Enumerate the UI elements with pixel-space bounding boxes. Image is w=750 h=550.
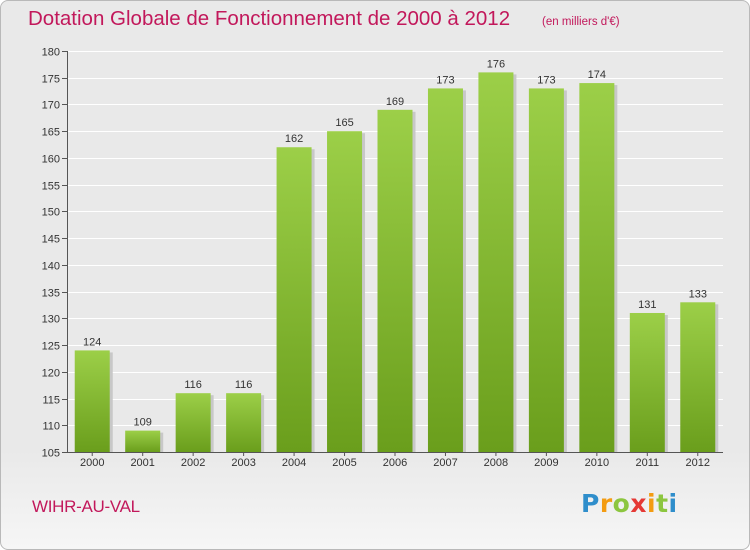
data-label: 131 [638, 299, 656, 311]
x-tick-label: 2005 [332, 457, 356, 469]
x-tick-label: 2002 [181, 457, 205, 469]
x-tick-label: 2004 [282, 457, 306, 469]
x-tick-label: 2008 [484, 457, 508, 469]
bar-2004 [276, 147, 312, 453]
data-label: 162 [285, 133, 303, 145]
y-tick-label: 110 [42, 421, 60, 433]
data-label: 116 [184, 379, 202, 391]
y-tick-label: 130 [42, 314, 60, 326]
y-tick-label: 140 [42, 261, 60, 273]
logo-letter: x [630, 489, 647, 518]
y-tick-label: 125 [42, 341, 60, 353]
logo-letter: i [647, 489, 657, 518]
y-tick-label: 165 [42, 127, 60, 139]
x-tick-label: 2001 [130, 457, 154, 469]
data-label: 165 [335, 117, 353, 129]
y-tick-label: 135 [42, 288, 60, 300]
logo-letter: r [599, 489, 613, 518]
data-label: 124 [83, 336, 101, 348]
bar-2011 [629, 312, 665, 452]
y-tick-label: 160 [42, 154, 60, 166]
x-tick-label: 2003 [231, 457, 255, 469]
y-tick-label: 115 [42, 395, 60, 407]
data-label: 173 [436, 74, 454, 86]
x-tick-label: 2010 [585, 457, 609, 469]
bar-2001 [125, 430, 161, 452]
bar-2007 [427, 88, 463, 452]
y-tick-label: 175 [42, 74, 60, 86]
x-tick-label: 2000 [80, 457, 104, 469]
bar-2003 [226, 393, 262, 452]
bar-2002 [175, 393, 211, 452]
logo-letter: o [612, 489, 631, 518]
logo-letter: P [581, 489, 600, 518]
data-label: 176 [487, 58, 505, 70]
x-tick-label: 2009 [534, 457, 558, 469]
y-tick-label: 120 [42, 368, 60, 380]
y-tick-label: 170 [42, 100, 60, 112]
y-tick-label: 105 [42, 448, 60, 460]
y-tick-label: 150 [42, 207, 60, 219]
logo-letter: t [656, 489, 669, 518]
x-tick-label: 2011 [635, 457, 659, 469]
bar-2005 [327, 131, 363, 452]
bar-2009 [528, 88, 564, 452]
bar-2012 [680, 302, 716, 452]
y-tick-label: 180 [42, 47, 60, 59]
data-label: 169 [386, 96, 404, 108]
logo-letter: i [668, 489, 678, 518]
chart-title: Dotation Globale de Fonctionnement de 20… [28, 7, 511, 30]
x-tick-label: 2012 [686, 457, 710, 469]
data-label: 116 [235, 379, 253, 391]
data-label: 109 [134, 417, 152, 429]
y-tick-label: 155 [42, 181, 60, 193]
data-label: 174 [588, 69, 606, 81]
data-label: 173 [537, 74, 555, 86]
commune-name: WIHR-AU-VAL [32, 497, 140, 516]
y-tick-label: 145 [42, 234, 60, 246]
proxiti-logo: Proxiti [581, 489, 678, 518]
bar-2000 [74, 350, 110, 452]
bar-2006 [377, 109, 413, 453]
chart-subtitle: (en milliers d'€) [542, 16, 620, 28]
bar-2008 [478, 72, 514, 453]
bar-2010 [579, 83, 615, 452]
x-tick-label: 2007 [433, 457, 457, 469]
x-tick-label: 2006 [383, 457, 407, 469]
data-label: 133 [689, 288, 707, 300]
